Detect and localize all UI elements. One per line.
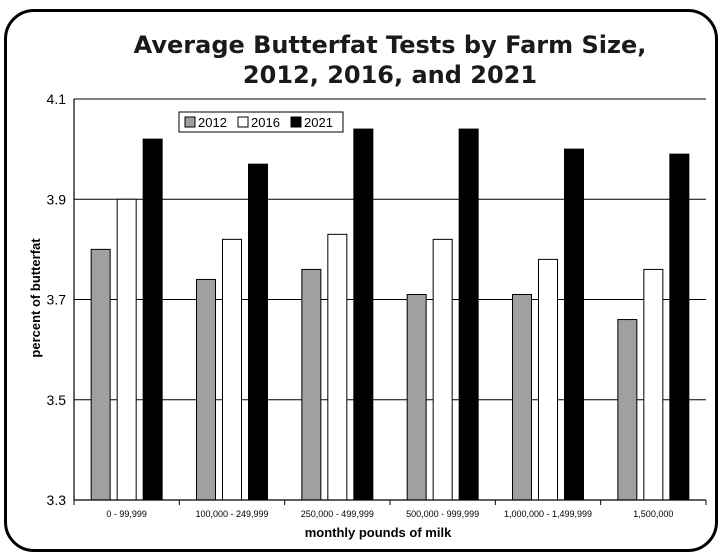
legend-label-2012: 2012 (198, 115, 227, 130)
bar-2021 (248, 163, 268, 501)
x-tick-labels: 0 - 99,999 100,000 - 249,999 250,000 - 499… (106, 509, 673, 519)
bar-2016 (643, 268, 664, 501)
bar-2016 (116, 198, 137, 501)
x-tick-label: 1,000,000 - 1,499,999 (504, 509, 592, 519)
x-tick-label: 500,000 - 999,999 (406, 509, 479, 519)
bars (90, 128, 690, 501)
bar-2021 (564, 148, 584, 501)
bar-2012 (406, 293, 427, 501)
bar-2016 (538, 258, 558, 501)
x-tick-label: 250,000 - 499,999 (301, 509, 374, 519)
y-tick-label: 3.9 (47, 191, 67, 207)
y-tick-label: 3.3 (47, 492, 67, 508)
bar-2012 (196, 278, 216, 501)
bar-2012 (301, 268, 322, 501)
legend-swatch-2021 (290, 116, 302, 128)
legend-label-2021: 2021 (304, 115, 333, 130)
bar-2012 (512, 293, 532, 501)
legend-label-2016: 2016 (251, 115, 280, 130)
bar-2012 (90, 248, 111, 501)
bar-2021 (142, 138, 163, 501)
x-tick-label: 1,500,000 (633, 509, 673, 519)
bar-2016 (327, 233, 348, 501)
y-tick-labels: 3.3 3.5 3.7 3.9 4.1 (47, 91, 67, 508)
legend: 2012 2016 2021 (178, 111, 344, 133)
bar-2016 (222, 238, 242, 501)
chart-title-line-2: 2012, 2016, and 2021 (242, 61, 538, 89)
chart-title-line-1: Average Butterfat Tests by Farm Size, (133, 31, 647, 59)
x-tick-label: 100,000 - 249,999 (195, 509, 268, 519)
chart-title: Average Butterfat Tests by Farm Size, 20… (60, 30, 720, 90)
x-axis-label: monthly pounds of milk (305, 525, 452, 540)
bar-2012 (617, 319, 638, 501)
y-axis-label: percent of butterfat (28, 238, 43, 358)
y-tick-label: 4.1 (47, 91, 67, 107)
legend-swatch-2012 (184, 116, 196, 128)
legend-swatch-2016 (237, 116, 249, 128)
axes (73, 99, 707, 505)
x-tick-label: 0 - 99,999 (106, 509, 147, 519)
y-tick-label: 3.5 (47, 392, 67, 408)
gridlines (74, 98, 706, 401)
bar-2016 (432, 238, 453, 501)
y-tick-label: 3.7 (47, 292, 67, 308)
legend-box (178, 111, 344, 133)
bar-2021 (458, 128, 479, 501)
bar-2021 (353, 128, 374, 501)
bar-2021 (669, 153, 690, 501)
